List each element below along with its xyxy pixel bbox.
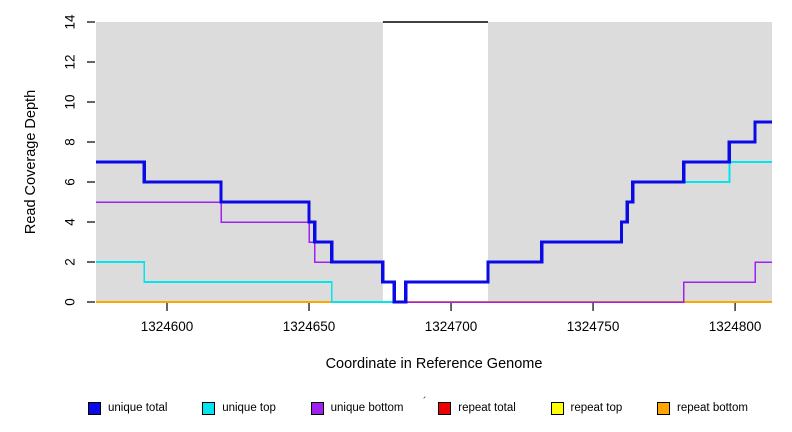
stray-mark: ´ <box>423 396 427 408</box>
y-tick-label: 6 <box>63 178 78 186</box>
highlight-band <box>382 22 488 302</box>
series-path-unique-total <box>96 120 772 304</box>
y-tick-label: 10 <box>63 94 78 109</box>
x-tick-label: 1324700 <box>425 319 478 334</box>
y-tick-label: 0 <box>63 298 78 306</box>
legend-swatch <box>657 401 671 415</box>
legend-label: unique total <box>108 401 168 414</box>
legend-label: repeat bottom <box>677 401 748 414</box>
legend-swatch <box>88 401 101 415</box>
legend: unique total unique top unique bottom repea… <box>88 399 748 417</box>
x-tick-label: 1324650 <box>283 319 336 334</box>
legend-swatch <box>438 401 452 415</box>
legend-label: unique bottom <box>330 401 404 414</box>
y-axis-title: Read Coverage Depth <box>23 89 39 235</box>
y-tick-label: 12 <box>63 54 78 69</box>
legend-swatch <box>550 401 564 415</box>
legend-swatch <box>310 401 324 415</box>
legend-item: unique total <box>88 401 168 415</box>
legend-item: repeat total <box>438 401 516 415</box>
x-tick-label: 1324600 <box>141 319 194 334</box>
legend-item: unique top <box>202 401 276 415</box>
y-tick-label: 4 <box>63 218 78 226</box>
x-tick-label: 1324800 <box>709 319 762 334</box>
y-tick-label: 8 <box>63 138 78 146</box>
y-tick-label: 14 <box>63 14 78 30</box>
legend-label: repeat top <box>570 401 623 414</box>
legend-item: repeat bottom <box>657 401 748 415</box>
x-tick-label: 1324750 <box>567 319 620 334</box>
legend-item: unique bottom <box>310 401 404 415</box>
legend-label: unique top <box>222 401 276 414</box>
legend-swatch <box>202 401 216 415</box>
y-tick-label: 2 <box>63 258 78 266</box>
legend-item: repeat top <box>550 401 623 415</box>
legend-label: repeat total <box>458 401 516 414</box>
x-axis-title: Coordinate in Reference Genome <box>325 356 543 372</box>
